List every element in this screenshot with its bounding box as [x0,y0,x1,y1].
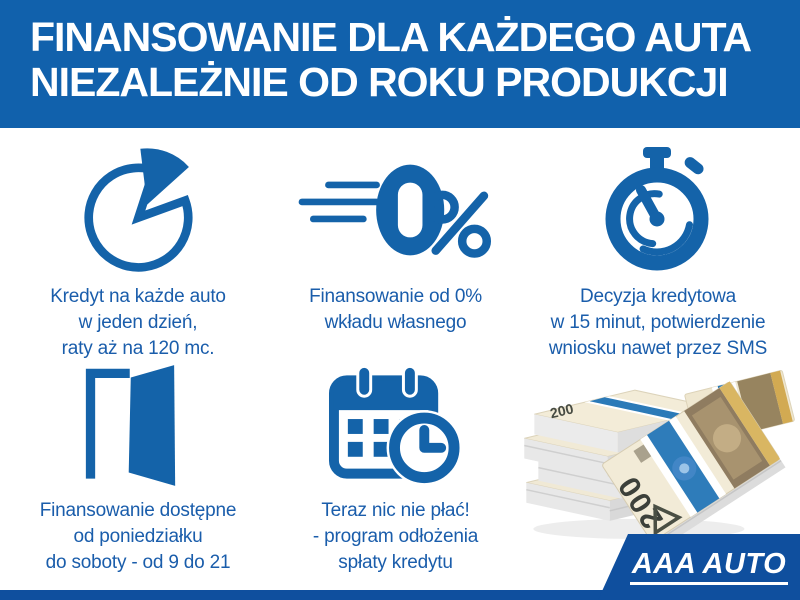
feature-deferred-payment: Teraz nic nie płać! - program odłożenia … [278,360,513,576]
aaa-auto-logo-text: AAA AUTO [629,549,789,585]
feature-credit-decision: Decyzja kredytowa w 15 minut, potwierdze… [528,142,788,362]
calendar-clock-icon [328,360,463,492]
stopwatch-icon [597,142,719,278]
pie-chart-icon [71,142,206,278]
open-door-icon [83,360,193,492]
feature-caption: Teraz nic nie płać! - program odłożenia … [312,500,479,573]
header-banner: FINANSOWANIE DLA KAŻDEGO AUTA NIEZALEŻNI… [0,0,800,128]
banknote-bundles: 200 200 [524,370,795,551]
feature-caption: Decyzja kredytowa w 15 minut, potwierdze… [548,286,768,359]
bottom-blue-strip [0,590,800,600]
feature-caption: Kredyt na każde auto w jeden dzień, raty… [50,286,226,359]
aaa-auto-logo: AAA AUTO [598,534,800,600]
feature-zero-percent: Finansowanie od 0% wkładu własnego [278,142,513,336]
header-title-line2: NIEZALEŻNIE OD ROKU PRODUKCJI [30,59,729,105]
banknote-value: 200 [549,400,576,421]
feature-caption: Finansowanie od 0% wkładu własnego [309,286,482,333]
feature-financing-hours: Finansowanie dostępne od poniedziałku do… [18,360,258,576]
bundle-front: 200 [602,381,786,551]
zero-percent-icon [296,142,496,278]
feature-credit-every-car: Kredyt na każde auto w jeden dzień, raty… [18,142,258,362]
money-stacks-photo: 200 200 [513,360,800,551]
feature-caption: Finansowanie dostępne od poniedziałku do… [39,500,237,573]
header-title-line1: FINANSOWANIE DLA KAŻDEGO AUTA [30,14,752,60]
